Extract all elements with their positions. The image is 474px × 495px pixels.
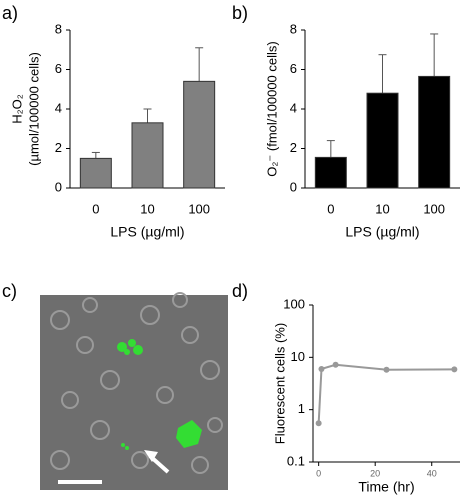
y-tick-label: 10 [291, 349, 305, 364]
bar [79, 157, 112, 189]
y-tick-label: 2 [55, 140, 62, 155]
y-tick-label: 8 [55, 21, 62, 36]
panel-label: c) [2, 281, 17, 301]
bar [314, 156, 347, 189]
point [383, 366, 390, 373]
micrograph [40, 292, 228, 490]
x-tick-label: 0 [327, 201, 334, 216]
y-tick-label: 0 [290, 179, 297, 194]
fluorescent-cells [117, 339, 202, 450]
x-tick-label: 0 [316, 468, 321, 478]
x-tick-label: 10 [140, 201, 154, 216]
y-axis-label: H₂O₂ [9, 94, 24, 124]
line [317, 363, 455, 424]
bar [183, 80, 216, 189]
y-axis-label: Fluorescent cells (%) [272, 323, 287, 444]
panel-label: b) [232, 3, 248, 23]
bar [131, 122, 164, 189]
y-axis-label: O₂⁻ (fmol/100000 cells) [264, 41, 279, 176]
y-axis-label: (µmol/100000 cells) [26, 52, 41, 166]
y-tick-label: 1 [298, 401, 305, 416]
panel-label: a) [2, 3, 18, 23]
y-tick-label: 100 [283, 296, 305, 311]
panel-label: d) [232, 281, 248, 301]
x-tick-label: 0 [92, 201, 99, 216]
y-tick-label: 2 [290, 140, 297, 155]
y-tick-label: 0.1 [287, 453, 305, 468]
y-tick-label: 6 [290, 61, 297, 76]
y-tick-label: 6 [55, 61, 62, 76]
y-tick-label: 0 [55, 179, 62, 194]
point [318, 365, 325, 372]
x-tick-label: 10 [375, 201, 389, 216]
bar [418, 75, 451, 189]
x-axis-label: Time (hr) [358, 479, 414, 495]
x-tick-label: 100 [423, 201, 445, 216]
x-tick-label: 100 [188, 201, 210, 216]
y-tick-label: 4 [290, 100, 297, 115]
x-tick-label: 20 [370, 468, 380, 478]
x-tick-label: 40 [427, 468, 437, 478]
point [451, 366, 458, 373]
bar [366, 92, 399, 189]
point [332, 361, 339, 368]
x-axis-label: LPS (µg/ml) [110, 224, 184, 240]
arrow [144, 450, 170, 474]
x-axis-label: LPS (µg/ml) [345, 224, 419, 240]
point [315, 420, 322, 427]
y-tick-label: 4 [55, 100, 62, 115]
cells [50, 292, 223, 474]
y-tick-label: 8 [290, 21, 297, 36]
